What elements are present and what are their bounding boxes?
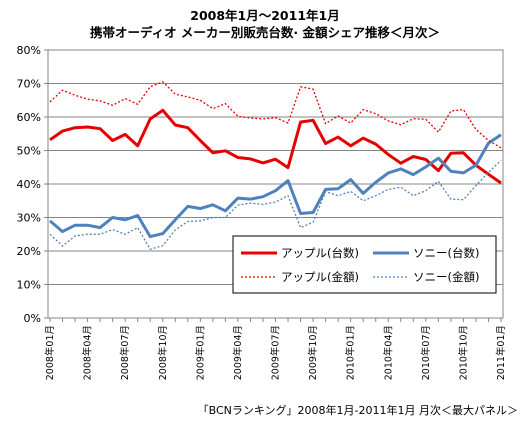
y-tick-label: 0% <box>24 312 41 325</box>
x-tick-label: 2011年01月 <box>495 325 507 380</box>
legend-box <box>232 235 497 294</box>
y-tick-label: 10% <box>17 279 41 292</box>
x-tick-label: 2008年04月 <box>82 325 94 380</box>
series-line-2 <box>49 81 502 149</box>
x-tick-label: 2008年10月 <box>157 325 169 380</box>
legend-label: アップル(金額) <box>281 270 359 284</box>
y-tick-label: 30% <box>17 212 41 225</box>
legend: アップル(台数) ソニー(台数) アップル(金額) ソニー(金額) <box>232 235 497 294</box>
y-tick-label: 70% <box>17 78 41 91</box>
x-tick-label: 2009年01月 <box>194 325 206 380</box>
x-tick-label: 2009年04月 <box>232 325 244 380</box>
y-tick-label: 20% <box>17 245 41 258</box>
legend-label: ソニー(金額) <box>413 270 479 284</box>
source-note: 「BCNランキング」2008年1月-2011年1月 月次＜最大パネル＞ <box>197 404 518 417</box>
x-tick-label: 2009年07月 <box>270 325 282 380</box>
y-tick-label: 50% <box>17 145 41 158</box>
legend-label: アップル(台数) <box>281 246 359 260</box>
series-line-3 <box>49 160 502 250</box>
x-tick-label: 2010年04月 <box>382 325 394 380</box>
x-tick-label: 2008年07月 <box>119 325 131 380</box>
y-tick-label: 40% <box>17 178 41 191</box>
legend-label: ソニー(台数) <box>413 246 479 260</box>
x-tick-label: 2010年01月 <box>345 325 357 380</box>
series-line-0 <box>49 108 502 185</box>
y-tick-label: 80% <box>17 44 41 57</box>
series-line-1 <box>49 133 502 239</box>
chart-title: 2008年1月～2011年1月 <box>190 8 340 23</box>
chart-subtitle: 携帯オーディオ メーカー別販売台数· 金額シェア推移＜月次＞ <box>89 25 441 40</box>
x-tick-label: 2008年01月 <box>44 325 56 380</box>
x-tick-label: 2010年10月 <box>457 325 469 380</box>
x-tick-label: 2010年07月 <box>420 325 432 380</box>
x-tick-label: 2009年10月 <box>307 325 319 380</box>
y-tick-label: 60% <box>17 111 41 124</box>
